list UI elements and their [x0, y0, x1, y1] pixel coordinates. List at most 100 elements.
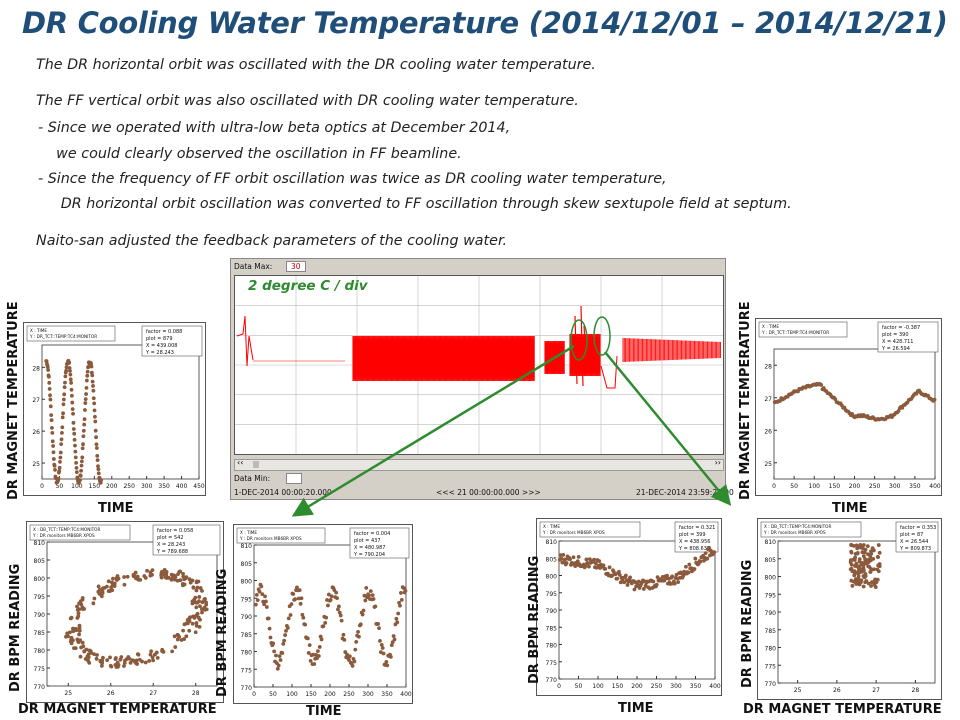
data-max-label: Data Max: [234, 262, 273, 271]
y-tick-label: 26 [764, 428, 772, 435]
x-tick-label: 150 [89, 483, 101, 490]
data-point [84, 385, 89, 390]
data-point [77, 632, 81, 637]
data-point [92, 652, 96, 657]
data-point [358, 622, 363, 627]
data-point [96, 467, 101, 472]
data-point [173, 645, 178, 649]
scroll-thumb[interactable] [253, 461, 259, 468]
x-tick-label: 25 [794, 687, 802, 694]
data-point [98, 658, 103, 663]
data-max-input[interactable]: 30 [286, 261, 306, 272]
scroll-right-icon[interactable]: ›› [714, 458, 721, 467]
time-span[interactable]: <<< 21 00:00:00.000 >>> [436, 488, 541, 497]
chart-bpm-vs-temp-right-svg: 810 805 800 795 790 785 780 775 770 25 26 27 28 X : D… [760, 521, 939, 694]
data-point [149, 649, 154, 654]
data-point [191, 585, 196, 590]
data-point [296, 596, 301, 601]
data-point [286, 616, 291, 621]
y-tick-label: 28 [32, 365, 40, 372]
data-point [57, 465, 62, 470]
data-point [83, 408, 87, 412]
data-point [51, 444, 55, 448]
y-tick-label: 770 [34, 684, 46, 691]
data-point [91, 601, 96, 606]
data-point [321, 624, 326, 629]
data-point [317, 645, 322, 649]
data-point [194, 580, 199, 585]
y-tick-label: 790 [765, 610, 777, 617]
data-point [264, 599, 268, 604]
stats-line: plot = 399 [679, 532, 706, 538]
data-point [337, 610, 342, 615]
data-point [274, 653, 278, 658]
y-tick-label: 775 [765, 663, 777, 670]
stats-line: Y = 808.637 [678, 546, 710, 552]
data-point [184, 575, 189, 580]
data-point [187, 616, 192, 621]
data-point [197, 624, 202, 629]
data-point [143, 660, 148, 665]
data-point [122, 664, 126, 668]
data-point [394, 616, 399, 621]
data-point [877, 562, 882, 566]
stats-line: factor = -0.387 [882, 325, 920, 331]
data-point [159, 575, 164, 579]
data-point [68, 368, 72, 373]
data-point [316, 649, 320, 654]
data-point [377, 626, 381, 631]
data-point [390, 640, 395, 644]
legend-line: Y : DR_TCT::TEMP:TC4:MONITOR [761, 330, 829, 335]
data-point [293, 597, 298, 602]
data-point [334, 590, 339, 595]
data-point [69, 615, 74, 620]
data-point [272, 649, 277, 654]
data-point [80, 605, 85, 610]
data-point [692, 567, 697, 571]
data-point [135, 662, 139, 666]
data-point [632, 587, 637, 592]
data-point [389, 643, 394, 648]
y-tick-label: 780 [546, 643, 558, 650]
chart-temp-left-xlabel: TIME [98, 501, 134, 516]
data-point [869, 580, 874, 585]
chart-bpm-vs-temp-right-xlabel: DR MAGNET TEMPERATURE [743, 702, 942, 717]
data-point [67, 361, 72, 365]
data-point [140, 659, 144, 664]
y-tick-label: 780 [765, 646, 777, 653]
y-tick-label: 795 [546, 591, 558, 598]
data-point [357, 634, 361, 639]
data-point [124, 657, 129, 661]
x-tick-label: 300 [141, 483, 153, 490]
chart-bpm-vs-temp-right: 810 805 800 795 790 785 780 775 770 25 26 27 28 X : D… [757, 518, 942, 700]
data-min-input[interactable] [286, 473, 302, 484]
data-point [264, 605, 269, 609]
data-point [307, 643, 312, 648]
x-tick-label: 100 [592, 683, 604, 690]
data-point [79, 459, 84, 464]
legend-line: Y : DR monitors MB6BR XPOS [763, 530, 826, 535]
data-point [83, 401, 88, 405]
data-point [686, 570, 691, 575]
y-tick-label: 810 [241, 543, 253, 550]
data-point [93, 428, 98, 433]
trace-dip [600, 355, 618, 389]
data-point [295, 585, 299, 590]
x-tick-label: 28 [912, 687, 920, 694]
scroll-left-icon[interactable]: ‹‹ [237, 458, 244, 467]
data-point [849, 562, 854, 567]
scrollbar[interactable]: ‹‹ ›› [234, 458, 724, 471]
data-point [85, 373, 90, 378]
data-point [865, 544, 870, 549]
data-point [187, 628, 192, 633]
data-point [401, 586, 406, 590]
data-point [289, 602, 294, 607]
data-point [70, 400, 75, 405]
data-point [74, 470, 79, 475]
data-point [82, 417, 87, 422]
data-point [150, 568, 155, 573]
data-point [564, 561, 569, 565]
chart-bpm-vs-time-left: 810 805 800 795 790 785 780 775 770 0 50 100 150 200 2… [233, 524, 413, 704]
data-point [303, 622, 308, 627]
data-point [95, 653, 99, 657]
